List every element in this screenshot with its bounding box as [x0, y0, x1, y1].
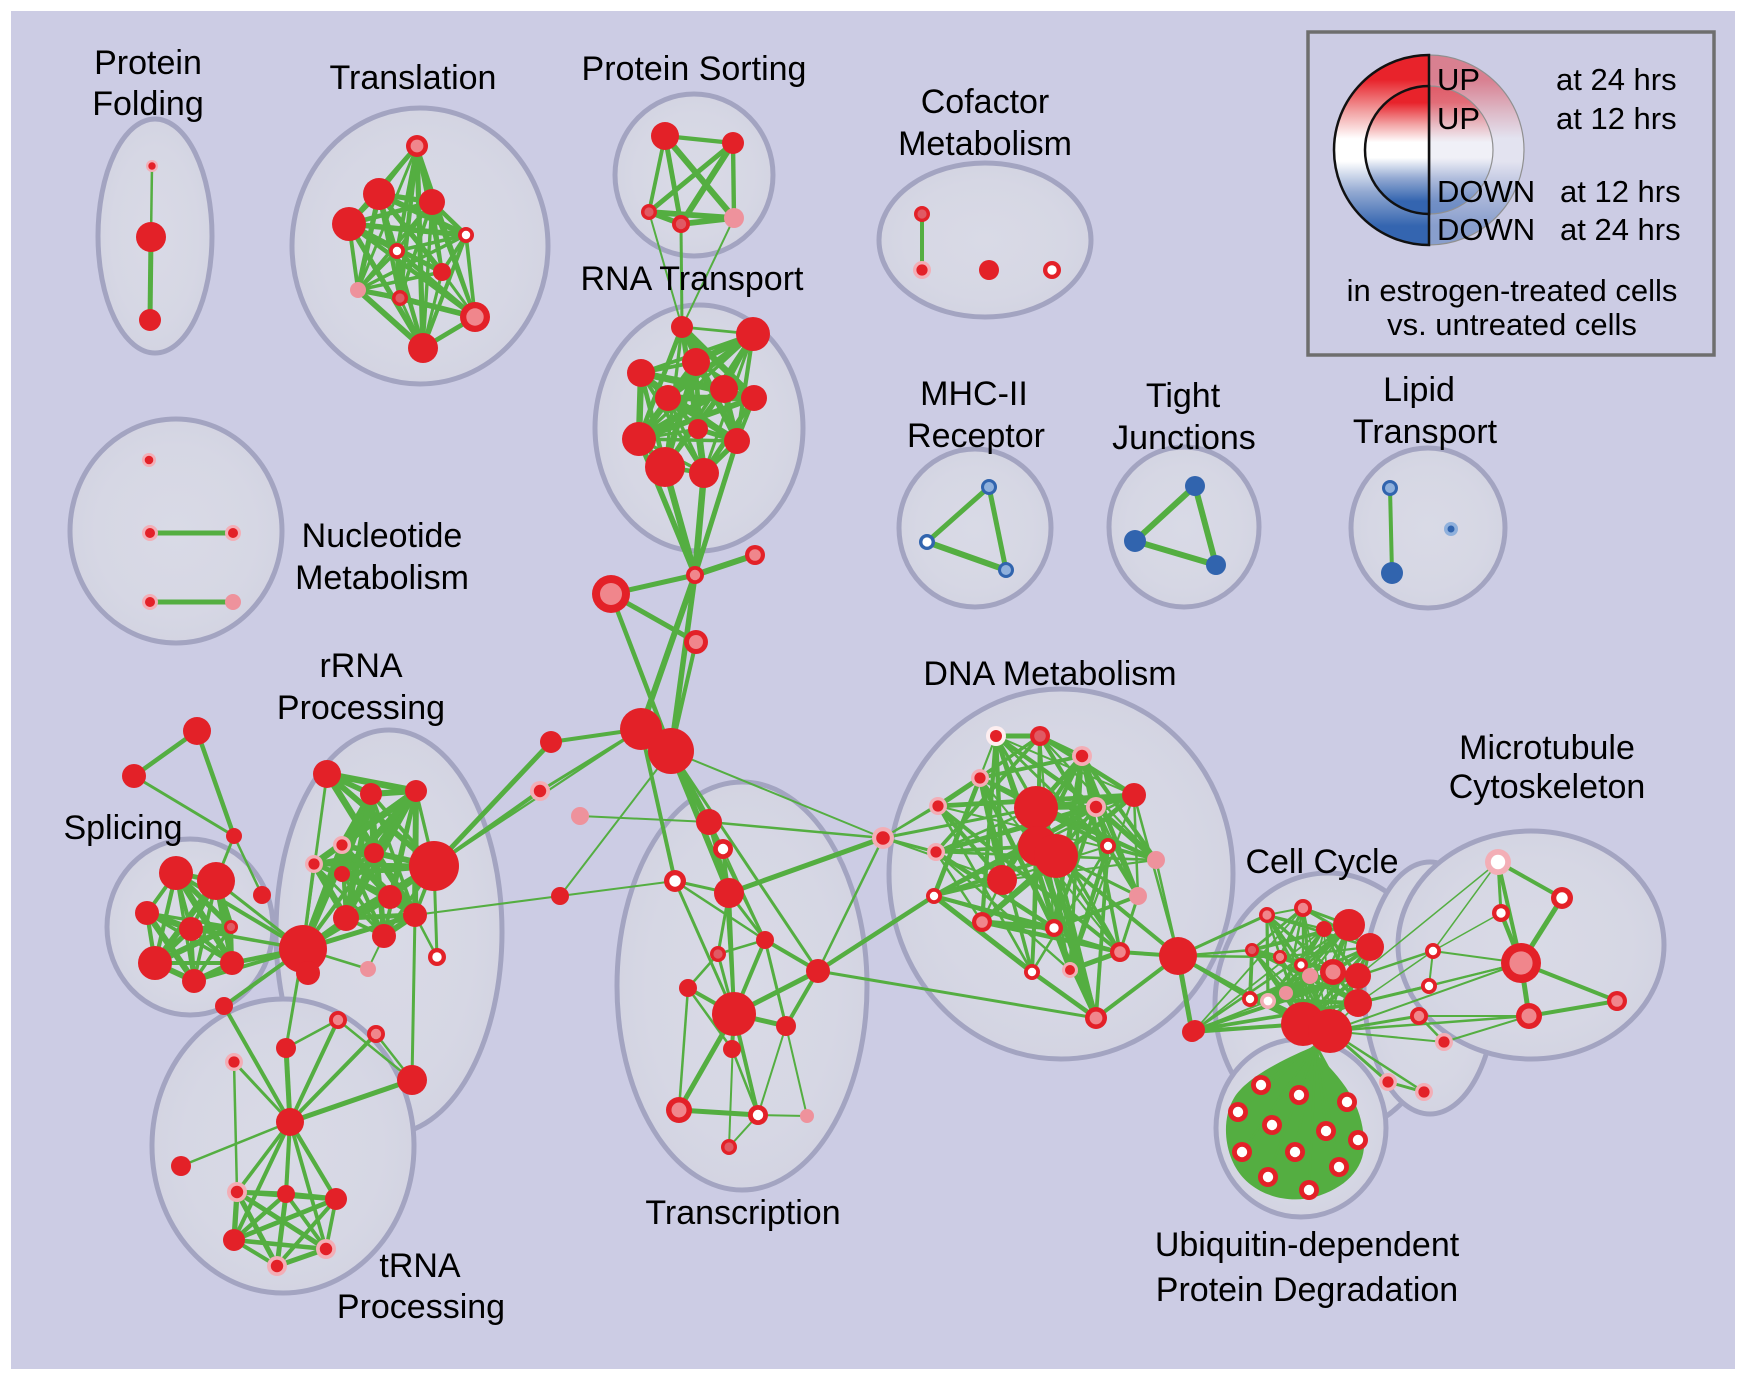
svg-text:tRNA: tRNA — [379, 1247, 461, 1285]
svg-text:Metabolism: Metabolism — [898, 125, 1072, 163]
svg-text:Cell Cycle: Cell Cycle — [1245, 843, 1398, 881]
svg-text:Folding: Folding — [92, 85, 204, 123]
svg-text:DOWN: DOWN — [1437, 174, 1535, 209]
svg-text:rRNA: rRNA — [319, 647, 402, 685]
svg-text:at 12 hrs: at 12 hrs — [1556, 101, 1677, 136]
svg-text:Cofactor: Cofactor — [921, 83, 1050, 121]
svg-text:Splicing: Splicing — [63, 809, 182, 847]
svg-text:at 12 hrs: at 12 hrs — [1560, 174, 1681, 209]
svg-text:UP: UP — [1437, 62, 1480, 97]
svg-text:at 24 hrs: at 24 hrs — [1560, 212, 1681, 247]
svg-text:vs. untreated cells: vs. untreated cells — [1387, 307, 1637, 342]
svg-text:at 24 hrs: at 24 hrs — [1556, 62, 1677, 97]
svg-text:MHC-II: MHC-II — [920, 375, 1028, 413]
svg-text:Microtubule: Microtubule — [1459, 729, 1635, 767]
svg-text:Translation: Translation — [330, 59, 497, 97]
svg-text:Ubiquitin-dependent: Ubiquitin-dependent — [1155, 1226, 1460, 1264]
svg-text:Processing: Processing — [337, 1288, 505, 1326]
svg-text:Protein: Protein — [94, 44, 202, 82]
svg-text:in estrogen-treated cells: in estrogen-treated cells — [1347, 273, 1678, 308]
svg-text:UP: UP — [1437, 101, 1480, 136]
svg-text:Processing: Processing — [277, 689, 445, 727]
svg-text:Junctions: Junctions — [1112, 419, 1256, 457]
svg-text:Protein Sorting: Protein Sorting — [582, 50, 807, 88]
svg-text:Nucleotide: Nucleotide — [302, 517, 463, 555]
svg-text:DOWN: DOWN — [1437, 212, 1535, 247]
svg-text:DNA Metabolism: DNA Metabolism — [923, 655, 1176, 693]
svg-text:RNA Transport: RNA Transport — [581, 260, 805, 298]
svg-text:Cytoskeleton: Cytoskeleton — [1449, 768, 1646, 806]
svg-text:Metabolism: Metabolism — [295, 559, 469, 597]
svg-text:Transcription: Transcription — [645, 1194, 840, 1232]
svg-text:Tight: Tight — [1146, 377, 1221, 415]
svg-text:Receptor: Receptor — [907, 417, 1045, 455]
svg-text:Protein Degradation: Protein Degradation — [1156, 1271, 1458, 1309]
svg-text:Lipid: Lipid — [1383, 371, 1455, 409]
svg-text:Transport: Transport — [1353, 413, 1498, 451]
